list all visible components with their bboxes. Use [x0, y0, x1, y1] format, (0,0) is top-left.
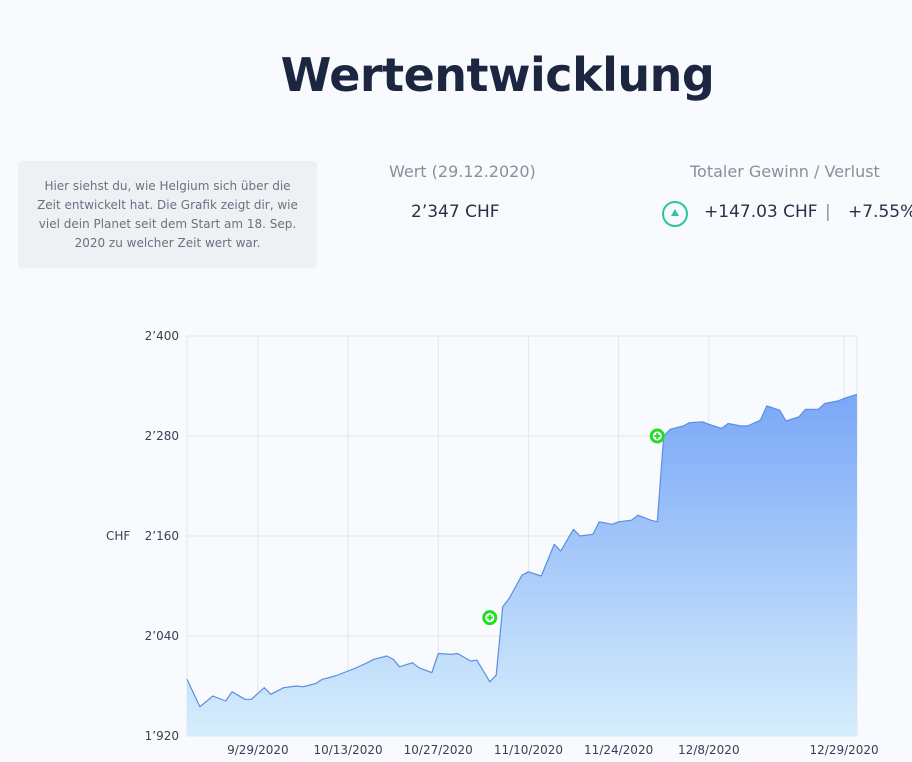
gain-label: Totaler Gewinn / Verlust — [690, 162, 880, 181]
x-tick-label: 10/27/2020 — [404, 743, 473, 757]
page-title: Wertentwicklung — [280, 48, 715, 102]
gain-separator: | — [825, 202, 831, 222]
plus-icon — [654, 433, 661, 439]
event-marker — [482, 610, 498, 626]
series-area-fill — [187, 394, 857, 736]
x-tick-label: 12/8/2020 — [678, 743, 740, 757]
plus-icon — [486, 614, 493, 621]
y-tick-label: 2’400 — [145, 329, 179, 343]
y-tick-label: 2’160 — [145, 529, 179, 543]
gain-amount: +147.03 CHF — [704, 202, 818, 222]
gain-percent: +7.55% — [848, 202, 912, 222]
y-tick-label: 1’920 — [145, 729, 179, 743]
x-tick-label: 10/13/2020 — [313, 743, 382, 757]
series-line — [186, 393, 858, 708]
x-tick-label: 12/29/2020 — [810, 743, 879, 757]
value-label: Wert (29.12.2020) — [389, 162, 536, 181]
description-box: Hier siehst du, wie Helgium sich über di… — [18, 161, 317, 268]
x-tick-label: 11/10/2020 — [494, 743, 563, 757]
y-tick-label: 2’280 — [145, 429, 179, 443]
y-tick-label: 2’040 — [145, 629, 179, 643]
event-marker — [649, 428, 665, 444]
arrow-up-circle-icon — [662, 201, 688, 227]
x-tick-label: 9/29/2020 — [227, 743, 289, 757]
x-tick-label: 11/24/2020 — [584, 743, 653, 757]
current-value: 2’347 CHF — [411, 202, 500, 222]
y-axis-title: CHF — [106, 529, 131, 543]
